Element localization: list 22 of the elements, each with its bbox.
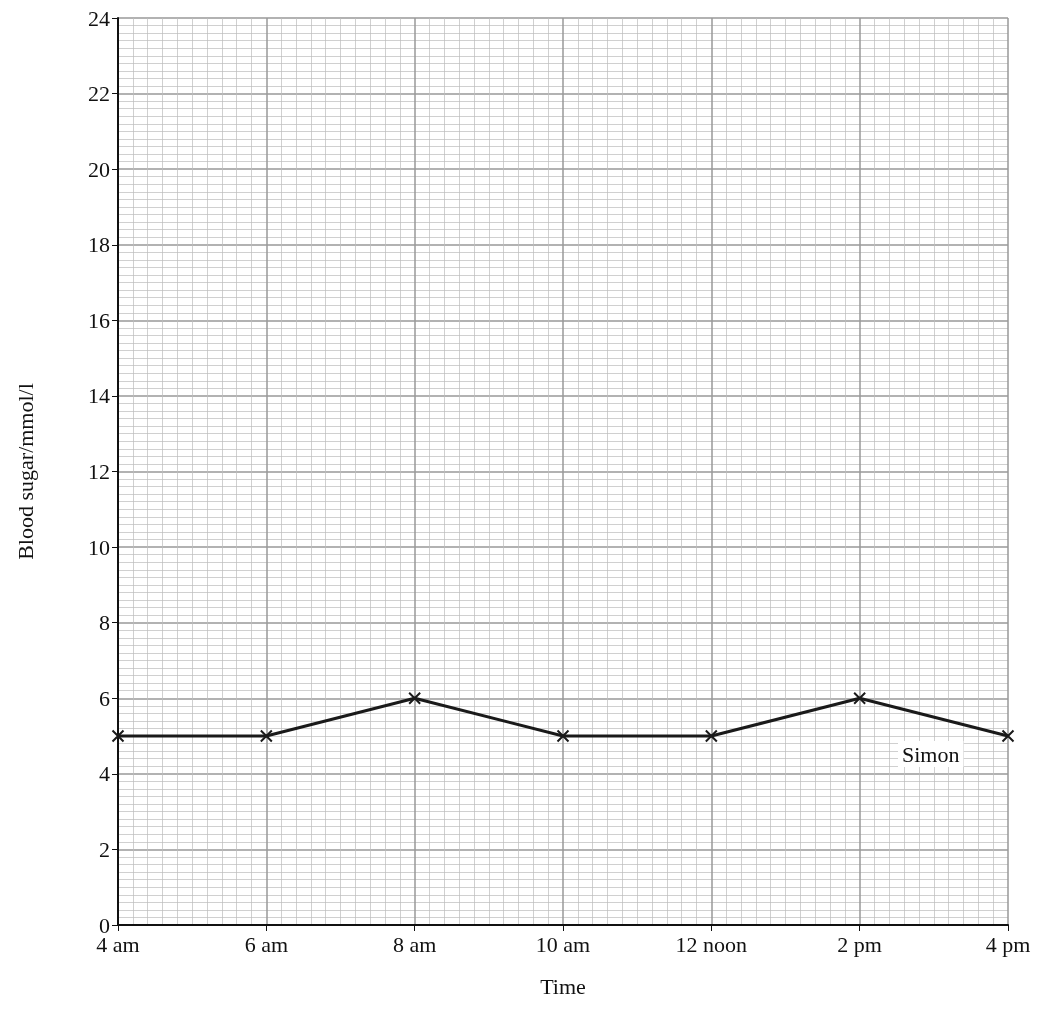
y-tick-label: 6 — [99, 685, 110, 711]
x-tick-label: 12 noon — [675, 931, 748, 957]
x-tick-label: 4 pm — [985, 931, 1031, 957]
y-tick-label: 16 — [88, 307, 110, 333]
y-tick-label: 8 — [99, 610, 110, 636]
x-tick-label: 2 pm — [837, 931, 882, 957]
y-tick-label: 0 — [99, 912, 110, 938]
y-tick-label: 20 — [88, 156, 110, 182]
x-tick-label: 8 am — [392, 931, 437, 957]
x-tick-label: 10 am — [535, 931, 591, 957]
x-axis-title: Time — [540, 973, 586, 999]
y-tick-label: 4 — [99, 761, 110, 787]
y-tick-label: 12 — [88, 459, 110, 484]
x-tick-label: 6 am — [244, 931, 289, 957]
y-tick-label: 2 — [99, 836, 110, 862]
y-tick-label: 18 — [88, 232, 110, 258]
y-tick-label: 22 — [88, 81, 110, 107]
y-tick-label: 24 — [88, 5, 110, 31]
series-label: Simon — [902, 741, 960, 767]
y-axis-title: Blood sugar/mmol/l — [12, 383, 38, 560]
y-tick-label: 10 — [88, 534, 110, 560]
y-tick-label: 14 — [88, 383, 110, 409]
